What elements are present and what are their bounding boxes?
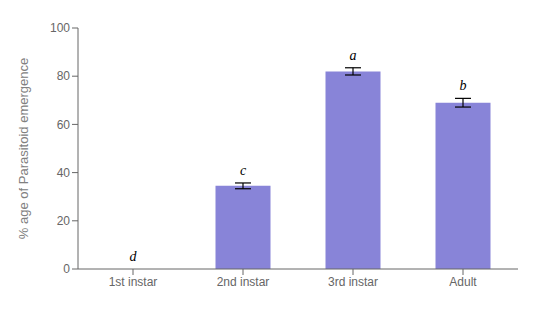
svg-text:3rd instar: 3rd instar — [328, 275, 378, 289]
svg-text:80: 80 — [57, 69, 71, 83]
svg-text:2nd instar: 2nd instar — [217, 275, 270, 289]
svg-text:1st instar: 1st instar — [109, 275, 158, 289]
svg-text:60: 60 — [57, 118, 71, 132]
svg-text:% age of Parasitoid emergence: % age of Parasitoid emergence — [16, 58, 31, 239]
svg-text:100: 100 — [50, 21, 70, 35]
svg-text:c: c — [240, 163, 247, 178]
svg-text:40: 40 — [57, 166, 71, 180]
svg-text:a: a — [350, 48, 357, 63]
svg-text:Adult: Adult — [449, 275, 477, 289]
svg-text:0: 0 — [63, 262, 70, 276]
svg-text:d: d — [130, 249, 138, 264]
svg-text:b: b — [460, 78, 467, 93]
svg-text:20: 20 — [57, 214, 71, 228]
